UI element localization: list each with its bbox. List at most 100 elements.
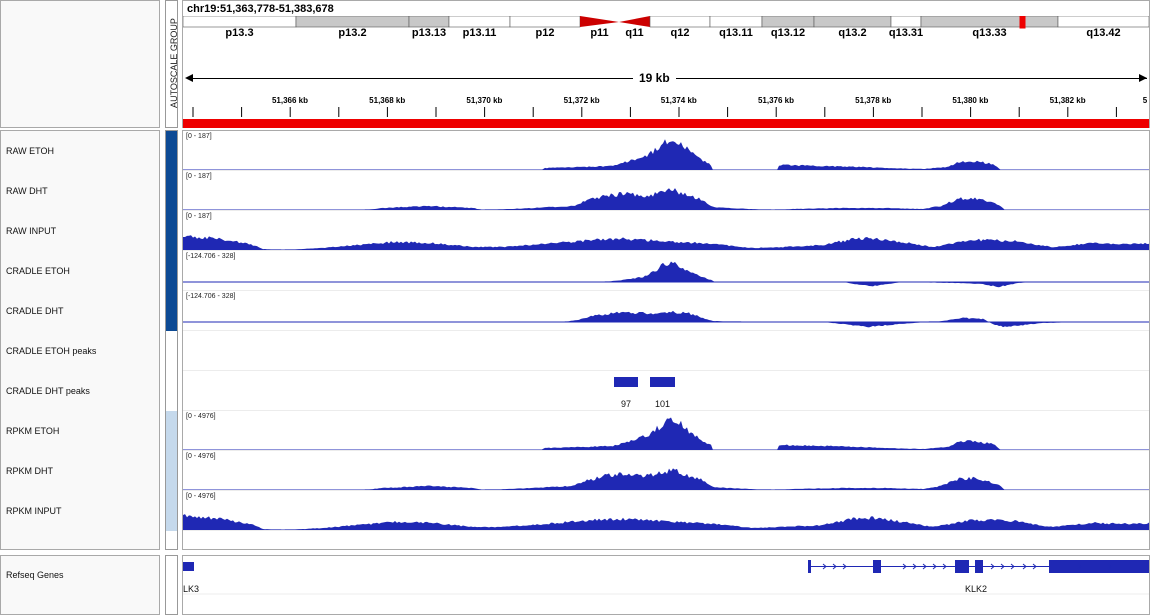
strand-arrow: [1010, 563, 1015, 570]
signal-area-cradle_dht: [183, 310, 1149, 328]
group-swatch[interactable]: [166, 451, 177, 491]
region-indicator: [1019, 16, 1026, 29]
strand-arrow: [912, 563, 917, 570]
band-label: q13.42: [1086, 27, 1121, 39]
band-label: q13.12: [770, 27, 806, 39]
signal-area-dht: [183, 188, 1149, 210]
gene-feature-panel[interactable]: LK3 KLK2: [182, 555, 1150, 615]
signal-area-cradle_etoh: [183, 261, 1149, 288]
track-separator: [183, 330, 1149, 331]
track-name[interactable]: CRADLE ETOH peaks: [6, 346, 97, 356]
strand-arrow: [990, 563, 995, 570]
signal-area-dht: [183, 468, 1149, 490]
track-name[interactable]: RPKM ETOH: [6, 426, 60, 436]
group-swatch[interactable]: [166, 331, 177, 371]
track-name[interactable]: CRADLE DHT peaks: [6, 386, 90, 396]
peak-label[interactable]: 97: [620, 399, 632, 409]
ruler-ticks: [192, 107, 1117, 117]
group-swatch[interactable]: [166, 371, 177, 411]
track-separator: [183, 370, 1149, 371]
band-label: p13.3: [225, 27, 254, 39]
current-region-bar[interactable]: [183, 119, 1149, 128]
track-name[interactable]: RAW ETOH: [6, 146, 55, 156]
track-separator: [183, 210, 1149, 211]
data-range-label: [0 - 4976]: [186, 413, 216, 420]
track-name[interactable]: RAW DHT: [6, 186, 48, 196]
group-swatch[interactable]: [166, 411, 177, 451]
ruler-header[interactable]: chr19:51,363,778-51,383,678 p13.3 p13.2 p1…: [182, 0, 1150, 128]
data-panel[interactable]: [0 - 187] [0 - 187] [0 - 187] [-124.706 - 3…: [182, 130, 1150, 550]
data-range-label: [-124.706 - 328]: [186, 253, 236, 260]
data-range-label: [0 - 4976]: [186, 453, 216, 460]
group-swatch[interactable]: [166, 251, 177, 291]
data-range-label: [0 - 187]: [186, 133, 212, 140]
band-label: p11: [590, 27, 609, 39]
gene-label-klk2[interactable]: KLK2: [965, 584, 988, 594]
autoscale-group-label[interactable]: AUTOSCALE GROUP: [169, 18, 179, 108]
ruler-tick-label: 51,368 kb: [369, 96, 406, 105]
track-name[interactable]: CRADLE DHT: [6, 306, 64, 316]
signal-area-input: [183, 235, 1149, 250]
band-label: p12: [535, 27, 555, 39]
track-separator: [183, 450, 1149, 451]
group-swatch[interactable]: [166, 171, 177, 211]
peak-feature: [614, 377, 638, 387]
track-name[interactable]: RPKM INPUT: [6, 506, 62, 516]
gene-attribute-panel: [165, 555, 178, 615]
signal-area-input: [183, 514, 1149, 530]
signal-area-etoh: [183, 417, 1149, 450]
band-label: q13.2: [838, 27, 867, 39]
ruler-tick-label: 51,372 kb: [563, 96, 600, 105]
span-right-arrow: [1139, 74, 1147, 82]
centromere-left: [580, 16, 619, 27]
data-range-label: [0 - 4976]: [186, 493, 216, 500]
strand-arrow: [1000, 563, 1005, 570]
refseq-gene-features[interactable]: [183, 556, 1149, 616]
group-swatch[interactable]: [166, 291, 177, 331]
track-name-panel[interactable]: RAW ETOH RAW DHT RAW INPUT CRADLE ETOH CRADL…: [0, 130, 160, 550]
strand-arrow: [842, 563, 847, 570]
strand-arrow: [1022, 563, 1027, 570]
ruler-tick-label: 51,382 kb: [1049, 96, 1086, 105]
data-range-label: [0 - 187]: [186, 173, 212, 180]
band-label: q12: [670, 27, 690, 39]
ruler-tick-label: 51,378 kb: [855, 96, 892, 105]
ruler-tick-label: 51,370 kb: [466, 96, 503, 105]
track-name[interactable]: RPKM DHT: [6, 466, 53, 476]
track-separator: [183, 170, 1149, 171]
track-separator: [183, 410, 1149, 411]
gene-track-name-panel[interactable]: Refseq Genes: [0, 555, 160, 615]
locus-label: chr19:51,363,778-51,383,678: [187, 3, 334, 15]
span-label: 19 kb: [633, 71, 676, 85]
track-separator: [183, 250, 1149, 251]
klk2-exon: [1059, 560, 1149, 573]
peak-feature: [650, 377, 675, 387]
ruler-tick-label: 51,380 kb: [952, 96, 989, 105]
group-swatch[interactable]: [166, 211, 177, 251]
band-label: p13.13: [411, 27, 447, 39]
strand-arrow: [902, 563, 907, 570]
gene-label-lk3[interactable]: LK3: [183, 584, 200, 594]
band-label: q13.33: [972, 27, 1007, 39]
strand-arrow: [832, 563, 837, 570]
data-range-label: [0 - 187]: [186, 213, 212, 220]
group-swatch[interactable]: [166, 491, 177, 531]
peak-label[interactable]: 101: [654, 399, 671, 409]
klk2-utr-start: [808, 560, 811, 573]
attribute-header[interactable]: AUTOSCALE GROUP: [165, 0, 179, 128]
attribute-panel[interactable]: [165, 130, 178, 550]
band-label: q11: [625, 27, 644, 39]
lk3-exon: [183, 562, 194, 571]
strand-arrow: [822, 563, 827, 570]
track-name[interactable]: RAW INPUT: [6, 226, 57, 236]
strand-arrow: [1107, 563, 1112, 570]
signal-tracks: [183, 139, 1149, 531]
band-label: q13.31: [888, 27, 924, 39]
track-name[interactable]: CRADLE ETOH: [6, 266, 70, 276]
chromosome-ideogram[interactable]: [183, 16, 1149, 46]
gene-track-name[interactable]: Refseq Genes: [6, 570, 64, 580]
band-label: q13.11: [719, 27, 753, 39]
group-swatch[interactable]: [166, 131, 177, 171]
track-separator: [183, 530, 1149, 531]
ruler-tick-label: 51,366 kb: [271, 96, 309, 105]
